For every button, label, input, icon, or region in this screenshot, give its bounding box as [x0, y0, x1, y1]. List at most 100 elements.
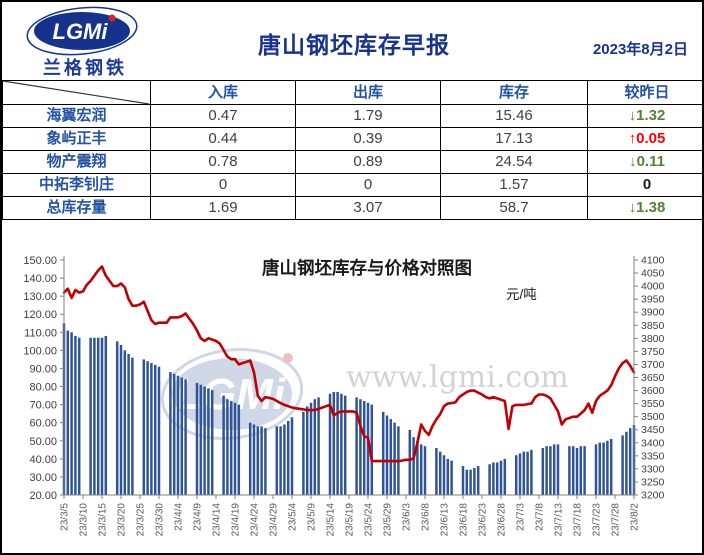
- left-tick-label: 40.00: [29, 454, 57, 466]
- right-tick-label: 3900: [641, 307, 665, 319]
- right-tick-label: 3800: [641, 333, 665, 345]
- cell-inbound: 0.78: [150, 150, 296, 174]
- x-tick-label: 23/6/23: [478, 503, 489, 537]
- cell-outbound: 0: [295, 173, 441, 197]
- logo-text: LGMi: [53, 19, 109, 44]
- x-tick-label: 23/3/30: [155, 503, 166, 537]
- lgmi-logo: LGMi 兰格钢铁: [20, 6, 150, 79]
- inventory-bar: [606, 440, 609, 495]
- inventory-bar: [621, 435, 624, 495]
- cell-change: ↑0.05: [587, 127, 702, 151]
- cell-inbound: 1.69: [150, 196, 296, 220]
- inventory-bar: [442, 455, 446, 495]
- cell-outbound: 0.89: [295, 150, 441, 174]
- left-tick-label: 70.00: [29, 400, 57, 412]
- x-tick-label: 23/5/4: [288, 503, 299, 531]
- inventory-bar: [469, 469, 472, 495]
- x-tick-label: 23/6/18: [459, 503, 470, 537]
- left-tick-label: 20.00: [29, 490, 57, 502]
- inventory-bar: [450, 460, 453, 495]
- left-tick-label: 90.00: [29, 363, 57, 375]
- inventory-bar: [290, 417, 294, 495]
- inventory-bar: [412, 437, 415, 495]
- right-tick-label: 3200: [641, 490, 665, 502]
- inventory-bar: [226, 399, 229, 495]
- inventory-bar: [556, 444, 560, 495]
- right-tick-label: 3950: [641, 294, 665, 306]
- inventory-bar: [609, 438, 613, 495]
- left-tick-label: 30.00: [29, 472, 57, 484]
- right-tick-label: 3250: [641, 476, 665, 488]
- inventory-bar: [332, 391, 336, 495]
- x-tick-label: 23/3/15: [98, 503, 109, 537]
- inventory-bar: [625, 431, 628, 495]
- inventory-bar: [568, 446, 571, 495]
- inventory-bar: [104, 335, 108, 495]
- inventory-bar: [207, 388, 210, 495]
- inventory-bar: [514, 455, 518, 495]
- inventory-bar: [260, 426, 263, 495]
- left-tick-label: 50.00: [29, 436, 57, 448]
- inventory-bar: [583, 446, 586, 495]
- inventory-bar: [435, 448, 438, 495]
- inventory-bar: [176, 375, 180, 495]
- table-row: 中拓李钊庄 0 0 1.57 0: [2, 173, 702, 197]
- inventory-bar: [385, 415, 389, 495]
- inventory-bar: [222, 395, 225, 495]
- inventory-bar: [438, 451, 442, 495]
- col-header-outbound: 出库: [295, 80, 441, 105]
- inventory-bar: [153, 364, 157, 495]
- inventory-bar: [408, 429, 412, 495]
- cell-outbound: 3.07: [295, 196, 441, 220]
- inventory-bar: [594, 444, 598, 495]
- left-tick-label: 100.00: [23, 345, 57, 357]
- right-tick-label: 3450: [641, 424, 665, 436]
- inventory-bar: [416, 440, 419, 495]
- inventory-table: 入库 出库 库存 较昨日 海翼宏润 0.47 1.79 15.46 ↓1.32 象屿正丰 0…: [2, 80, 702, 220]
- inventory-bar: [355, 397, 358, 495]
- cell-change: ↓1.32: [587, 104, 702, 128]
- cell-stock: 58.7: [440, 196, 588, 220]
- left-tick-label: 140.00: [23, 273, 57, 285]
- table-row: 物产震翔 0.78 0.89 24.54 ↓0.11: [2, 150, 702, 174]
- cell-inbound: 0.47: [150, 104, 296, 128]
- inventory-bar: [229, 401, 233, 495]
- inventory-bar: [203, 386, 206, 495]
- table-row: 象屿正丰 0.44 0.39 17.13 ↑0.05: [2, 127, 702, 151]
- inventory-bar: [575, 448, 579, 495]
- right-tick-label: 3550: [641, 398, 665, 410]
- inventory-bar: [195, 382, 199, 495]
- row-label: 物产震翔: [2, 150, 151, 174]
- logo-swoosh: [26, 6, 138, 56]
- right-tick-label: 3300: [641, 463, 665, 475]
- inventory-bar: [499, 460, 503, 495]
- x-axis-labels: 23/3/5 23/3/10 23/3/15 23/3/20 23/3/25 23/3/3…: [60, 495, 641, 536]
- watermark-oval-outline: [160, 348, 304, 440]
- cell-change: 0: [587, 173, 702, 197]
- inventory-bar: [115, 341, 119, 495]
- x-tick-label: 23/6/13: [440, 503, 451, 537]
- x-tick-label: 23/4/9: [193, 503, 204, 531]
- inventory-bar: [628, 428, 632, 495]
- inventory-bar: [389, 419, 393, 495]
- inventory-bar: [93, 337, 96, 495]
- cell-inbound: 0.44: [150, 127, 296, 151]
- left-axis-labels: 150.00 140.00 130.00 120.00 110.00 100.00 90.0…: [23, 255, 64, 502]
- right-tick-label: 3850: [641, 320, 665, 332]
- left-tick-label: 80.00: [29, 382, 57, 394]
- inventory-bar: [393, 422, 396, 495]
- table-row: 海翼宏润 0.47 1.79 15.46 ↓1.32: [2, 104, 702, 128]
- right-tick-label: 3750: [641, 346, 665, 358]
- cell-change: ↓0.11: [587, 150, 702, 174]
- inventory-bar: [100, 337, 104, 495]
- right-tick-label: 3350: [641, 450, 665, 462]
- inventory-bar: [77, 337, 81, 495]
- x-tick-label: 23/6/3: [402, 503, 413, 531]
- x-tick-label: 23/8/2: [630, 503, 641, 531]
- inventory-bar: [127, 354, 130, 495]
- right-tick-label: 4050: [641, 268, 665, 280]
- inventory-bar: [302, 411, 305, 495]
- inventory-bar: [526, 451, 529, 495]
- inventory-bar: [275, 426, 279, 495]
